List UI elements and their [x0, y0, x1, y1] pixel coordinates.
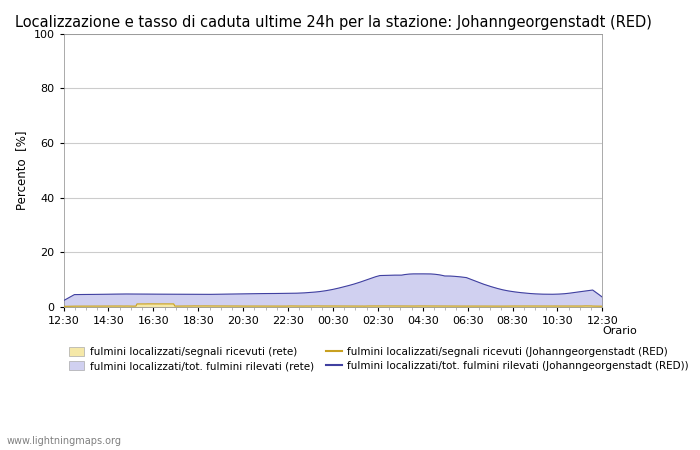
Y-axis label: Percento  [%]: Percento [%] [15, 130, 28, 210]
Title: Localizzazione e tasso di caduta ultime 24h per la stazione: Johanngeorgenstadt : Localizzazione e tasso di caduta ultime … [15, 15, 652, 30]
Legend: fulmini localizzati/segnali ricevuti (rete), fulmini localizzati/tot. fulmini ri: fulmini localizzati/segnali ricevuti (re… [69, 347, 689, 371]
Text: www.lightningmaps.org: www.lightningmaps.org [7, 436, 122, 446]
Text: Orario: Orario [603, 326, 637, 336]
